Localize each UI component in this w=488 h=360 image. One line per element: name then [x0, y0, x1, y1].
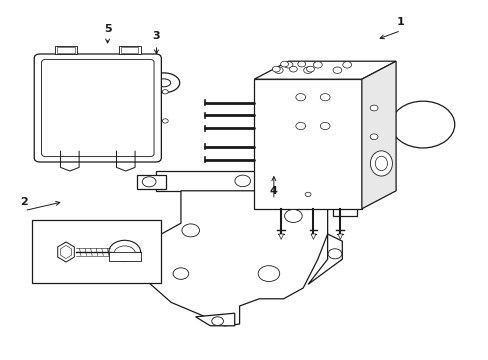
Circle shape [272, 66, 280, 72]
Bar [55, 46, 77, 54]
Polygon shape [254, 61, 395, 79]
Polygon shape [332, 191, 356, 216]
Polygon shape [195, 313, 234, 326]
Polygon shape [307, 234, 342, 284]
Bar [156, 171, 361, 191]
Ellipse shape [370, 151, 391, 176]
Text: 2: 2 [20, 197, 28, 207]
Polygon shape [310, 234, 315, 239]
Circle shape [258, 266, 279, 282]
Circle shape [211, 317, 223, 325]
Circle shape [303, 67, 312, 73]
Circle shape [284, 62, 292, 68]
Text: 4: 4 [269, 186, 277, 196]
Ellipse shape [148, 73, 180, 93]
Bar [32, 220, 161, 283]
Circle shape [162, 90, 168, 94]
Bar [254, 79, 361, 209]
Circle shape [274, 67, 283, 73]
Circle shape [320, 122, 329, 130]
Bar [58, 47, 75, 53]
Circle shape [313, 62, 322, 68]
Text: 1: 1 [396, 17, 404, 27]
Circle shape [390, 101, 454, 148]
Bar [121, 47, 138, 53]
Circle shape [182, 224, 199, 237]
Polygon shape [361, 61, 395, 209]
Circle shape [297, 61, 305, 67]
Circle shape [142, 177, 156, 187]
Circle shape [306, 66, 314, 72]
Circle shape [327, 249, 341, 259]
Circle shape [369, 105, 377, 111]
Circle shape [162, 119, 168, 123]
Polygon shape [58, 242, 74, 262]
Circle shape [342, 62, 351, 68]
Circle shape [234, 175, 250, 186]
Circle shape [295, 122, 305, 130]
Circle shape [369, 134, 377, 140]
Circle shape [332, 67, 341, 73]
Bar [137, 175, 166, 189]
Text: 3: 3 [152, 31, 160, 41]
Circle shape [114, 246, 135, 262]
Polygon shape [61, 246, 71, 258]
Circle shape [280, 61, 288, 67]
Circle shape [305, 192, 310, 197]
Circle shape [295, 94, 305, 101]
Circle shape [284, 210, 302, 222]
Ellipse shape [157, 79, 170, 87]
Bar [108, 252, 141, 261]
FancyBboxPatch shape [34, 54, 161, 162]
Polygon shape [278, 234, 283, 239]
Circle shape [320, 94, 329, 101]
Text: 5: 5 [103, 24, 111, 34]
Polygon shape [337, 234, 342, 239]
FancyBboxPatch shape [41, 59, 154, 157]
Ellipse shape [375, 156, 387, 171]
Bar [119, 46, 141, 54]
Polygon shape [146, 191, 327, 326]
Circle shape [289, 66, 297, 72]
Circle shape [173, 268, 188, 279]
